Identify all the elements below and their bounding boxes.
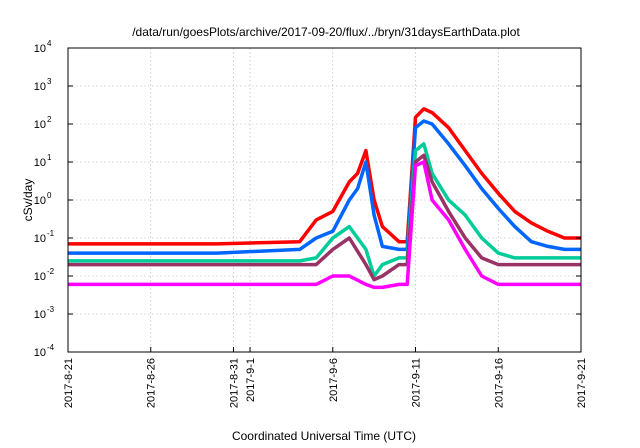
x-tick-label: 2017-9-16 [493, 358, 505, 408]
y-tick-exponent: 3 [47, 77, 52, 86]
x-tick-label: 2017-9-6 [328, 358, 340, 402]
series-line [68, 119, 581, 255]
x-tick-label: 2017-8-26 [146, 358, 158, 408]
series-line [68, 160, 581, 290]
y-tick-label: 10 [34, 119, 46, 131]
y-tick-exponent: -1 [47, 229, 55, 238]
x-tick-label: 2017-8-21 [63, 358, 75, 408]
x-tick-label: 2017-9-21 [576, 358, 588, 408]
y-tick-label: 10 [34, 195, 46, 207]
y-tick-exponent: -3 [47, 305, 55, 314]
y-tick-exponent: -2 [47, 267, 55, 276]
y-tick-label: 10 [34, 347, 46, 359]
y-tick-label: 10 [34, 233, 46, 245]
y-tick-exponent: 1 [47, 153, 52, 162]
y-tick-label: 10 [34, 309, 46, 321]
y-tick-label: 10 [34, 81, 46, 93]
y-tick-exponent: 2 [47, 115, 52, 124]
y-tick-exponent: 4 [47, 39, 52, 48]
x-axis-ticks: 2017-8-21 2017-8-26 2017-8-31 2017-9-1 2017-… [63, 347, 588, 408]
y-tick-exponent: 0 [47, 191, 52, 200]
series-group [68, 107, 581, 290]
y-tick-label: 10 [34, 271, 46, 283]
y-tick-exponent: -4 [47, 343, 55, 352]
y-tick-label: 10 [34, 43, 46, 55]
series-line [68, 107, 581, 246]
series-line [68, 142, 581, 278]
x-tick-label: 2017-9-1 [245, 358, 257, 402]
x-axis-label: Coordinated Universal Time (UTC) [232, 429, 416, 443]
x-tick-label: 2017-8-31 [228, 358, 240, 408]
series-line [68, 153, 581, 282]
chart-title: /data/run/goesPlots/archive/2017-09-20/f… [132, 25, 520, 39]
grid [68, 48, 581, 352]
y-tick-label: 10 [34, 157, 46, 169]
y-axis-label: cSv/day [21, 179, 35, 222]
x-tick-label: 2017-9-11 [411, 358, 423, 407]
